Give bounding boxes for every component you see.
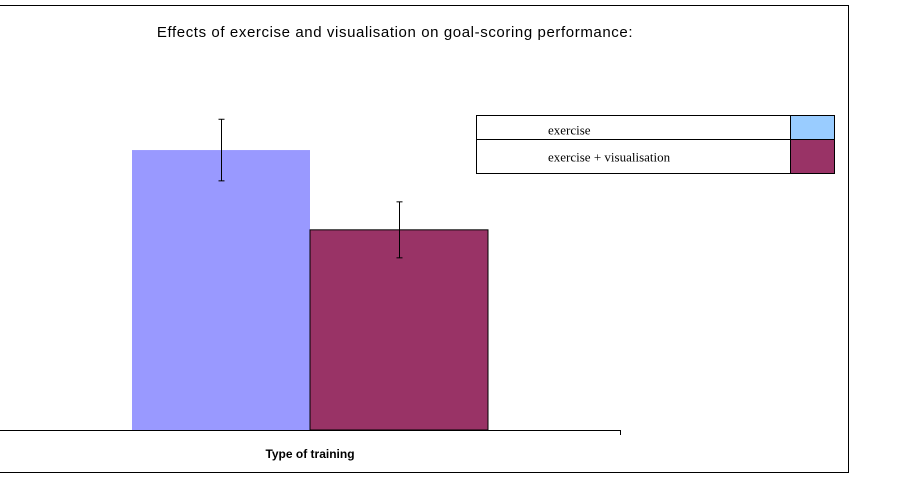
chart-border xyxy=(0,5,849,473)
legend-swatch-1 xyxy=(790,139,835,174)
legend: exercise exercise + visualisation xyxy=(476,115,835,174)
legend-swatch-0 xyxy=(790,115,835,140)
plot-area xyxy=(132,118,489,431)
legend-label-1: exercise + visualisation xyxy=(548,150,671,165)
legend-label-0: exercise xyxy=(548,123,591,138)
chart-title: Effects of exercise and visualisation on… xyxy=(157,24,633,41)
error-bar-0-0 xyxy=(218,118,225,182)
error-bar-1-0 xyxy=(396,201,403,259)
bar-1-0 xyxy=(309,229,489,431)
legend-box xyxy=(476,115,835,174)
bar-0-0 xyxy=(132,150,310,431)
x-axis-label: Type of training xyxy=(265,447,354,461)
